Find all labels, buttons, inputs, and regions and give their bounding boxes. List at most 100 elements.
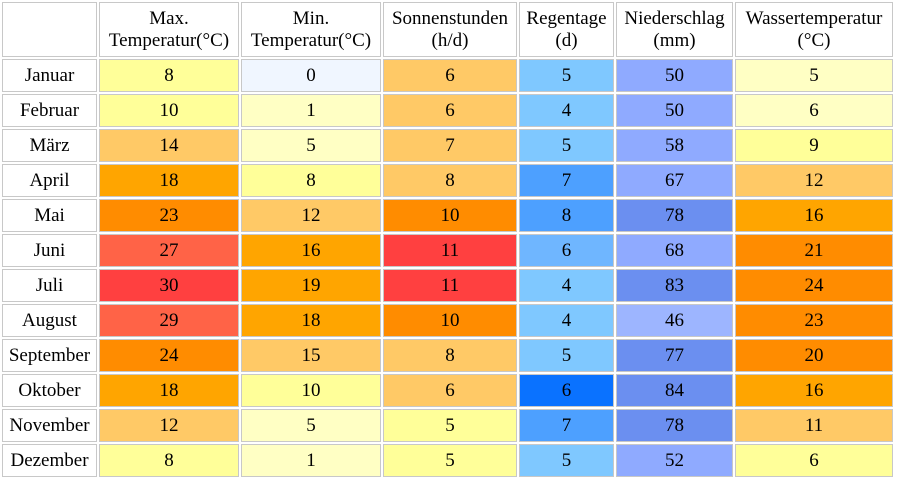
month-label: Juni: [2, 234, 97, 267]
table-row: Juni 27 16 11 6 68 21: [2, 234, 893, 267]
cell-rain-days: 6: [519, 234, 614, 267]
header-sunshine-hours: Sonnenstunden (h/d): [383, 2, 517, 57]
table-row: März 14 5 7 5 58 9: [2, 129, 893, 162]
header-min-temperature: Min. Temperatur(°C): [241, 2, 381, 57]
cell-precipitation: 77: [616, 339, 733, 372]
cell-sunshine-hours: 6: [383, 94, 517, 127]
cell-max-temperature: 10: [99, 94, 239, 127]
header-row: Max. Temperatur(°C) Min. Temperatur(°C) …: [2, 2, 893, 57]
header-label-line1: Min.: [292, 7, 330, 29]
month-label: März: [2, 129, 97, 162]
cell-sunshine-hours: 11: [383, 234, 517, 267]
header-label-line1: Wassertemperatur: [745, 7, 883, 29]
table-row: Februar 10 1 6 4 50 6: [2, 94, 893, 127]
cell-min-temperature: 16: [241, 234, 381, 267]
cell-max-temperature: 24: [99, 339, 239, 372]
cell-precipitation: 84: [616, 374, 733, 407]
cell-rain-days: 7: [519, 164, 614, 197]
cell-min-temperature: 0: [241, 59, 381, 92]
cell-min-temperature: 5: [241, 409, 381, 442]
cell-rain-days: 5: [519, 59, 614, 92]
month-label: November: [2, 409, 97, 442]
cell-precipitation: 50: [616, 94, 733, 127]
cell-precipitation: 52: [616, 444, 733, 477]
cell-min-temperature: 12: [241, 199, 381, 232]
cell-max-temperature: 18: [99, 374, 239, 407]
table-row: Mai 23 12 10 8 78 16: [2, 199, 893, 232]
cell-rain-days: 5: [519, 444, 614, 477]
month-label: April: [2, 164, 97, 197]
climate-table-body: Januar 8 0 6 5 50 5 Februar 10 1 6 4 50 6 März 14 5 7 5 58 9…: [2, 59, 893, 477]
cell-water-temperature: 6: [735, 94, 893, 127]
cell-min-temperature: 10: [241, 374, 381, 407]
cell-rain-days: 4: [519, 269, 614, 302]
cell-sunshine-hours: 6: [383, 374, 517, 407]
cell-precipitation: 67: [616, 164, 733, 197]
cell-rain-days: 5: [519, 129, 614, 162]
header-label-line2: Temperatur(°C): [108, 29, 230, 51]
cell-min-temperature: 15: [241, 339, 381, 372]
table-row: Dezember 8 1 5 5 52 6: [2, 444, 893, 477]
cell-water-temperature: 6: [735, 444, 893, 477]
cell-water-temperature: 16: [735, 199, 893, 232]
table-row: Oktober 18 10 6 6 84 16: [2, 374, 893, 407]
cell-min-temperature: 18: [241, 304, 381, 337]
header-rain-days: Regentage (d): [519, 2, 614, 57]
cell-water-temperature: 9: [735, 129, 893, 162]
cell-sunshine-hours: 7: [383, 129, 517, 162]
table-row: September 24 15 8 5 77 20: [2, 339, 893, 372]
header-max-temperature: Max. Temperatur(°C): [99, 2, 239, 57]
table-row: August 29 18 10 4 46 23: [2, 304, 893, 337]
cell-sunshine-hours: 6: [383, 59, 517, 92]
month-label: Dezember: [2, 444, 97, 477]
header-label-line2: (°C): [797, 29, 831, 51]
header-water-temperature: Wassertemperatur (°C): [735, 2, 893, 57]
cell-water-temperature: 24: [735, 269, 893, 302]
cell-sunshine-hours: 10: [383, 199, 517, 232]
table-row: Juli 30 19 11 4 83 24: [2, 269, 893, 302]
cell-rain-days: 6: [519, 374, 614, 407]
cell-sunshine-hours: 8: [383, 164, 517, 197]
cell-sunshine-hours: 5: [383, 444, 517, 477]
header-label-line1: Niederschlag: [624, 7, 725, 29]
cell-max-temperature: 30: [99, 269, 239, 302]
cell-max-temperature: 23: [99, 199, 239, 232]
cell-min-temperature: 8: [241, 164, 381, 197]
month-label: September: [2, 339, 97, 372]
table-row: November 12 5 5 7 78 11: [2, 409, 893, 442]
header-label-line2: Temperatur(°C): [250, 29, 372, 51]
cell-precipitation: 46: [616, 304, 733, 337]
header-label-line1: Sonnenstunden: [391, 7, 509, 29]
cell-precipitation: 50: [616, 59, 733, 92]
cell-water-temperature: 20: [735, 339, 893, 372]
header-label-line2: (h/d): [431, 29, 469, 51]
cell-max-temperature: 27: [99, 234, 239, 267]
cell-max-temperature: 8: [99, 444, 239, 477]
cell-min-temperature: 1: [241, 444, 381, 477]
month-label: Juli: [2, 269, 97, 302]
cell-sunshine-hours: 8: [383, 339, 517, 372]
cell-sunshine-hours: 5: [383, 409, 517, 442]
cell-rain-days: 4: [519, 94, 614, 127]
cell-max-temperature: 12: [99, 409, 239, 442]
cell-water-temperature: 23: [735, 304, 893, 337]
cell-sunshine-hours: 11: [383, 269, 517, 302]
cell-water-temperature: 12: [735, 164, 893, 197]
cell-max-temperature: 29: [99, 304, 239, 337]
cell-rain-days: 8: [519, 199, 614, 232]
cell-precipitation: 83: [616, 269, 733, 302]
header-precipitation: Niederschlag (mm): [616, 2, 733, 57]
cell-water-temperature: 16: [735, 374, 893, 407]
cell-rain-days: 7: [519, 409, 614, 442]
table-row: Januar 8 0 6 5 50 5: [2, 59, 893, 92]
cell-precipitation: 58: [616, 129, 733, 162]
header-label-line1: Max.: [149, 7, 189, 29]
month-label: August: [2, 304, 97, 337]
table-row: April 18 8 8 7 67 12: [2, 164, 893, 197]
header-label-line1: Regentage: [526, 7, 607, 29]
month-label: Januar: [2, 59, 97, 92]
cell-max-temperature: 14: [99, 129, 239, 162]
cell-rain-days: 5: [519, 339, 614, 372]
cell-precipitation: 78: [616, 409, 733, 442]
